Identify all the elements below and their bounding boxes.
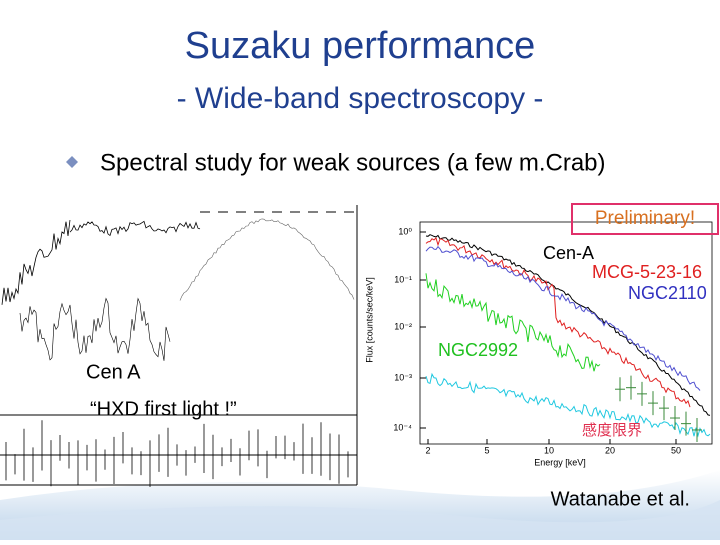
spectrum-line [425, 245, 701, 391]
x-tick-label: 20 [605, 445, 615, 455]
axes-frame [419, 221, 713, 445]
x-tick-label: 2 [425, 445, 430, 455]
y-tick-label: 10⁻¹ [394, 274, 412, 284]
right-plot: 2 5 10 20 50 10⁰ 10⁻¹ 10⁻² 10⁻³ 10⁻⁴ [393, 221, 713, 455]
y-axis-title: Flux [counts/sec/keV] [364, 277, 374, 363]
spectrum-line [1, 219, 71, 305]
y-tick-label: 10⁻³ [394, 372, 412, 382]
x-tick-label: 50 [671, 445, 681, 455]
subtitle: - Wide-band spectroscopy - [177, 82, 544, 115]
y-tick-label: 10⁻² [394, 321, 412, 331]
badge: Preliminary! [595, 208, 695, 229]
plot-caption: “HXD first light !” [90, 398, 237, 420]
footer-wave [0, 500, 720, 540]
x-tick-label: 10 [544, 445, 554, 455]
spectrum-line [69, 220, 201, 237]
spectrum-line [425, 273, 601, 372]
title: Suzaku performance [185, 25, 536, 67]
series-label: Cen-A [543, 243, 594, 263]
spectrum-line [425, 372, 711, 438]
x-axis-title: Energy [keV] [534, 457, 586, 467]
plot-label: Cen A [86, 361, 141, 383]
bullet-icon [66, 156, 78, 168]
series-label: NGC2110 [628, 283, 707, 303]
y-tick-label: 10⁻⁴ [393, 422, 412, 432]
spectrum-line [425, 234, 711, 416]
series-label: 感度限界 [582, 422, 642, 439]
spectrum-line [179, 218, 355, 301]
left-plot [0, 205, 358, 487]
series-label: NGC2992 [438, 340, 518, 360]
bullet-text: Spectral study for weak sources (a few m… [100, 149, 606, 176]
credit: Watanabe et al. [551, 488, 690, 510]
x-tick-label: 5 [484, 445, 489, 455]
badge-frame [571, 203, 719, 235]
y-tick-label: 10⁰ [398, 226, 412, 236]
series-label: MCG-5-23-16 [592, 262, 702, 282]
spectrum-line [19, 297, 171, 361]
spectrum-line [425, 237, 691, 408]
